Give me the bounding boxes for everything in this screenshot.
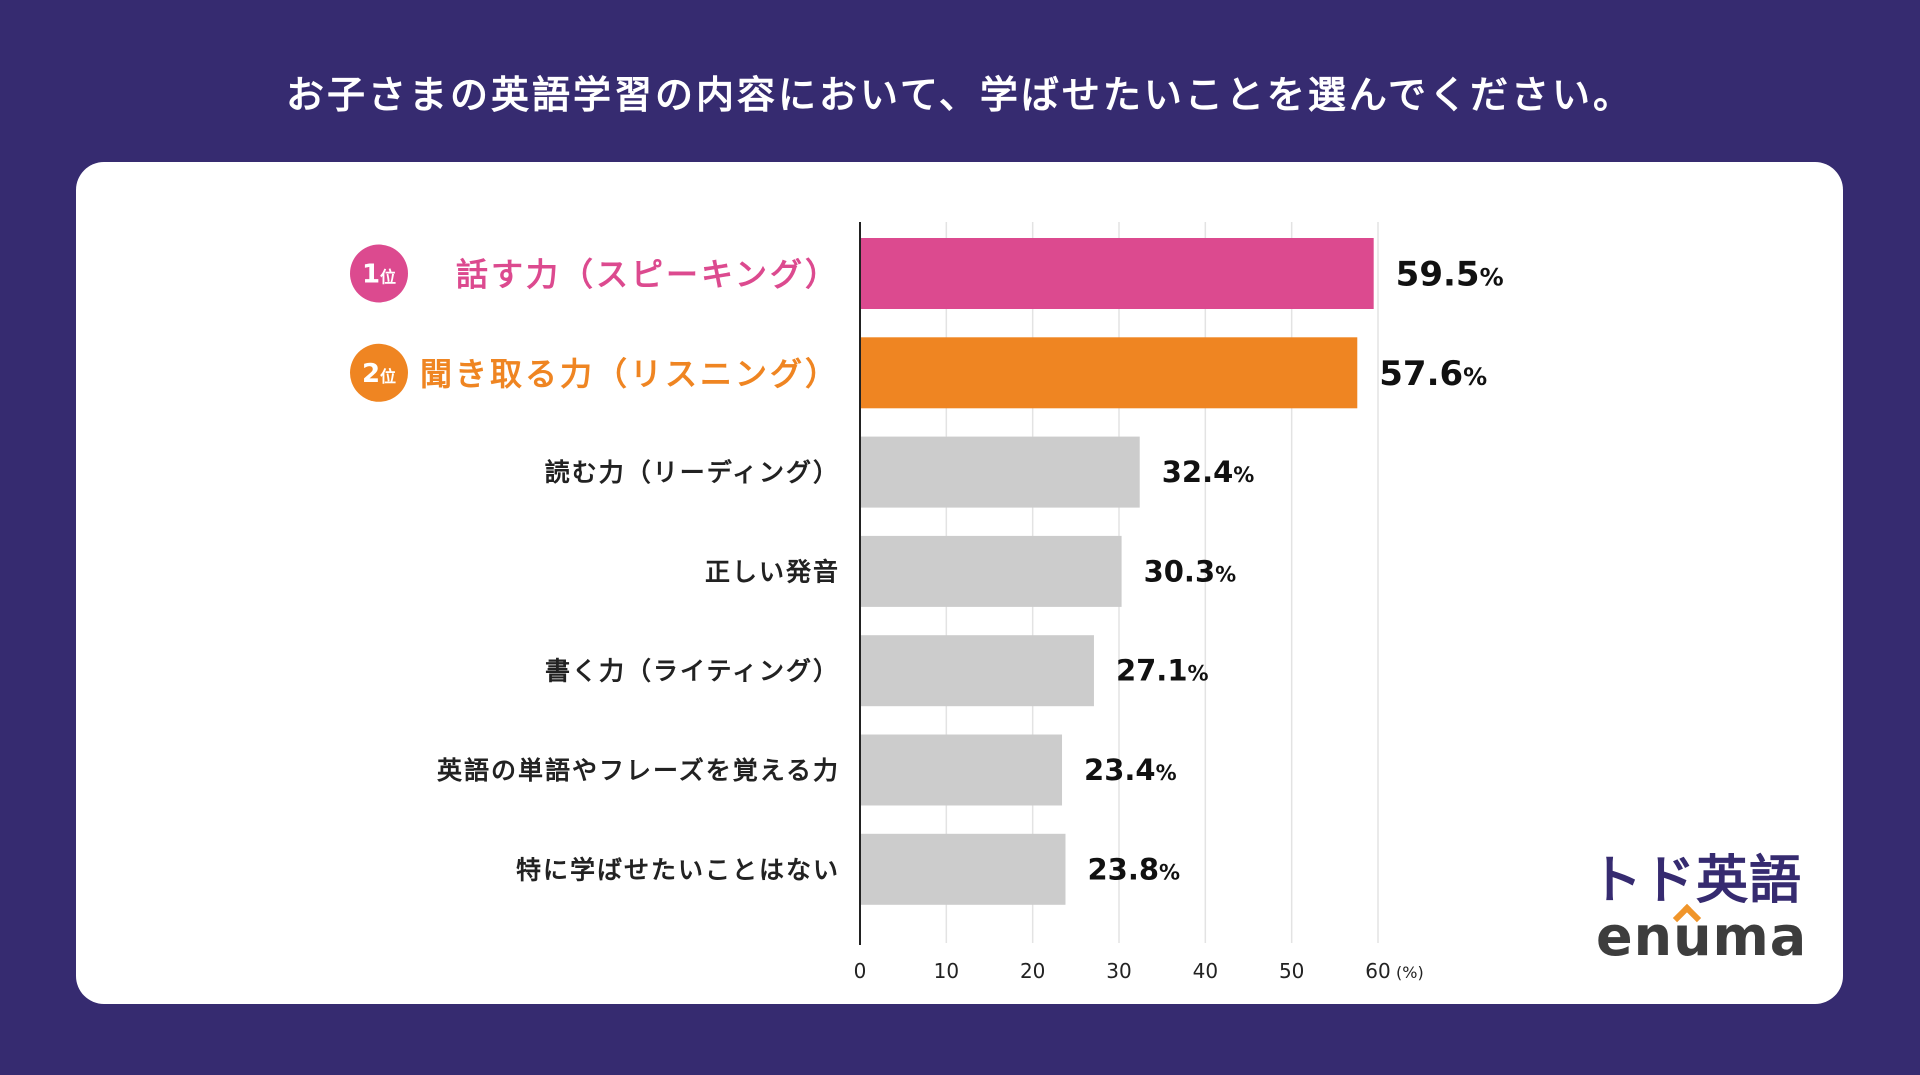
x-axis-unit: (%) [1396,963,1424,982]
category-label: 話す力（スピーキング） [456,256,840,294]
x-tick-label: 60 [1365,959,1390,983]
value-suffix: % [1159,860,1180,884]
rank-label: 2位 [362,359,396,389]
value-label: 23.8% [1087,852,1180,886]
rank-number: 1 [362,260,380,290]
value-label: 30.3% [1144,554,1237,588]
value-number: 57.6 [1379,354,1463,394]
value-number: 27.1 [1116,654,1188,688]
value-suffix: % [1463,363,1487,391]
rank-label: 1位 [362,260,396,290]
bar [860,734,1063,806]
value-label: 32.4% [1162,455,1255,489]
rank-badge [350,343,408,402]
todo-eigo-logo: トド英語 [1590,851,1803,911]
value-number: 23.4 [1084,753,1156,787]
bar [860,535,1122,607]
enuma-logo: enuma [1596,905,1808,968]
rank-badge [350,244,408,303]
x-tick-label: 10 [934,959,959,983]
value-number: 23.8 [1087,852,1159,886]
bar [860,833,1066,905]
value-number: 59.5 [1396,255,1480,295]
category-label: 正しい発音 [705,557,840,586]
rank-number: 2 [362,359,380,389]
value-number: 32.4 [1162,455,1234,489]
value-suffix: % [1233,463,1254,487]
chart-title: お子さまの英語学習の内容において、学ばせたいことを選んでください。 [285,73,1635,117]
x-tick-label: 20 [1020,959,1045,983]
bar [860,635,1094,707]
value-label: 57.6% [1379,354,1487,394]
category-label: 特に学ばせたいことはない [516,855,840,884]
category-label: 読む力（リーディング） [545,458,840,487]
category-label: 聞き取る力（リスニング） [420,355,840,393]
value-label: 23.4% [1084,753,1177,787]
value-suffix: % [1215,562,1236,586]
value-suffix: % [1188,662,1209,686]
x-tick-label: 40 [1193,959,1218,983]
category-label: 書く力（ライティング） [545,657,840,686]
rank-suffix: 位 [380,268,396,287]
bar [860,337,1358,409]
category-label: 英語の単語やフレーズを覚える力 [437,756,840,785]
value-number: 30.3 [1144,554,1216,588]
x-tick-label: 50 [1279,959,1304,983]
value-label: 59.5% [1396,255,1504,295]
x-tick-label: 30 [1106,959,1131,983]
x-tick-label: 0 [854,959,867,983]
value-suffix: % [1480,264,1504,292]
bar [860,238,1374,309]
value-suffix: % [1156,761,1177,785]
rank-suffix: 位 [380,367,396,386]
bar [860,436,1140,508]
value-label: 27.1% [1116,654,1209,688]
